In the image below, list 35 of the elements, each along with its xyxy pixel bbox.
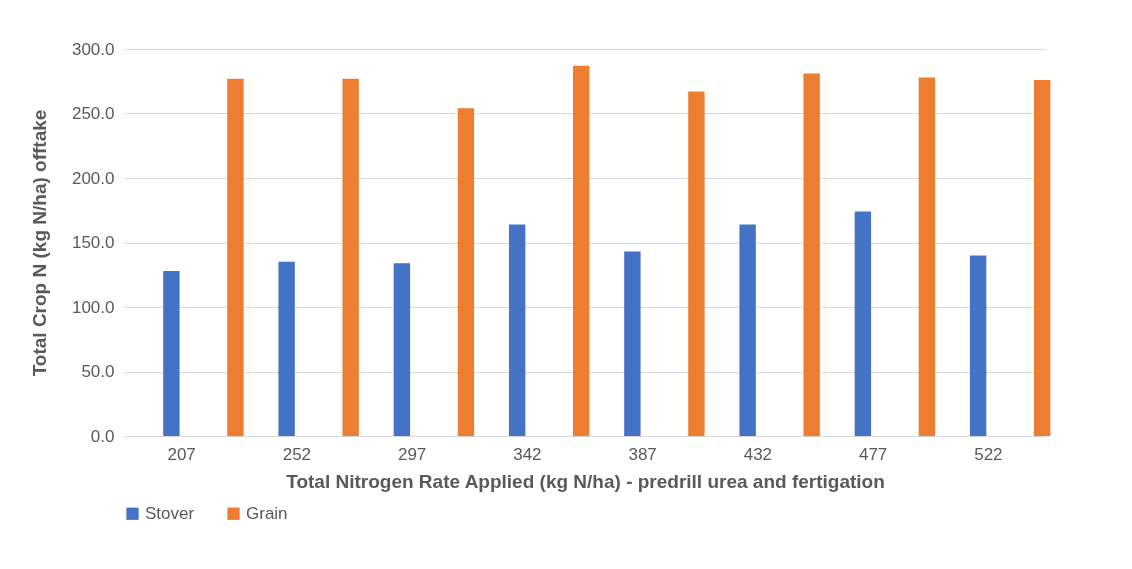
x-tick-label: 342 bbox=[513, 444, 542, 464]
x-tick-label: 522 bbox=[974, 444, 1003, 464]
y-tick-label: 0.0 bbox=[90, 426, 115, 446]
x-tick-label: 432 bbox=[743, 444, 773, 464]
x-axis-title: Total Nitrogen Rate Applied (kg N/ha) - predrill urea and fertigation bbox=[286, 470, 885, 492]
bar bbox=[918, 77, 936, 436]
y-tick-label: 150.0 bbox=[71, 233, 115, 252]
bar bbox=[572, 65, 590, 436]
bar bbox=[163, 270, 180, 436]
bar bbox=[803, 73, 820, 436]
bar bbox=[342, 78, 359, 436]
bar bbox=[854, 211, 872, 436]
y-tick-label: 50.0 bbox=[81, 362, 115, 381]
y-tick-label: 200.0 bbox=[71, 168, 115, 188]
bar bbox=[688, 91, 705, 436]
y-axis-title: Total Crop N (kg N/ha) offtake bbox=[28, 109, 50, 377]
y-tick-label: 100.0 bbox=[71, 297, 115, 317]
bar bbox=[969, 255, 987, 436]
y-tick-label: 300.0 bbox=[71, 39, 115, 59]
bar bbox=[393, 263, 411, 436]
y-tick-label: 250.0 bbox=[71, 104, 115, 123]
bar bbox=[739, 224, 756, 436]
bar bbox=[278, 261, 295, 436]
x-tick-label: 477 bbox=[858, 444, 888, 464]
bar bbox=[227, 78, 244, 436]
legend-label: Stover bbox=[145, 503, 195, 523]
x-tick-label: 297 bbox=[397, 444, 427, 464]
x-tick-label: 387 bbox=[628, 444, 657, 464]
x-tick-label: 252 bbox=[282, 444, 312, 464]
bar bbox=[508, 224, 526, 436]
bar bbox=[1033, 79, 1051, 436]
legend-label: Grain bbox=[246, 503, 288, 523]
bar bbox=[624, 251, 641, 436]
x-tick-label: 207 bbox=[167, 444, 196, 464]
bar bbox=[457, 108, 475, 436]
